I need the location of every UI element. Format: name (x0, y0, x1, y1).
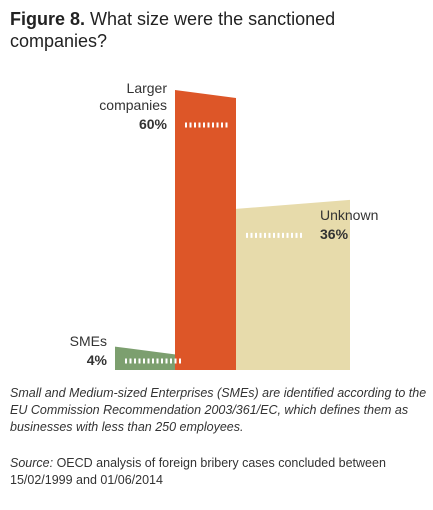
bar (115, 346, 192, 370)
category-label: SMEs (69, 333, 107, 349)
source: Source: OECD analysis of foreign bribery… (10, 455, 410, 489)
value-label: 36% (320, 226, 349, 243)
title: Figure 8. What size were the sanctioned … (10, 8, 410, 52)
category-label: Unknown (320, 207, 379, 224)
chart (115, 90, 350, 370)
bar (236, 199, 350, 370)
note: Small and Medium-sized Enterprises (SMEs… (10, 386, 427, 434)
source-text: OECD analysis of foreign bribery cases c… (10, 456, 386, 487)
bar (175, 90, 236, 370)
value-label: 60% (138, 116, 167, 132)
category-label: Larger companies (99, 80, 167, 113)
title-text: What size were the sanctioned companies? (10, 9, 336, 51)
title-label: Figure 8. (10, 9, 86, 29)
source-label: Source: (10, 456, 54, 470)
value-label: 4% (86, 352, 107, 368)
